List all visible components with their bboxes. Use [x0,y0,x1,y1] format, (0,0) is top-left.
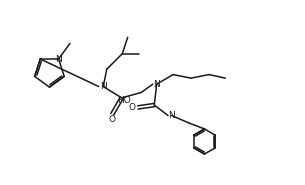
Text: N: N [55,55,62,63]
Text: HO: HO [117,96,131,105]
Text: N: N [100,82,106,91]
Text: O: O [129,103,136,112]
Text: N: N [168,111,175,120]
Text: O: O [109,115,116,124]
Text: N: N [153,80,160,89]
